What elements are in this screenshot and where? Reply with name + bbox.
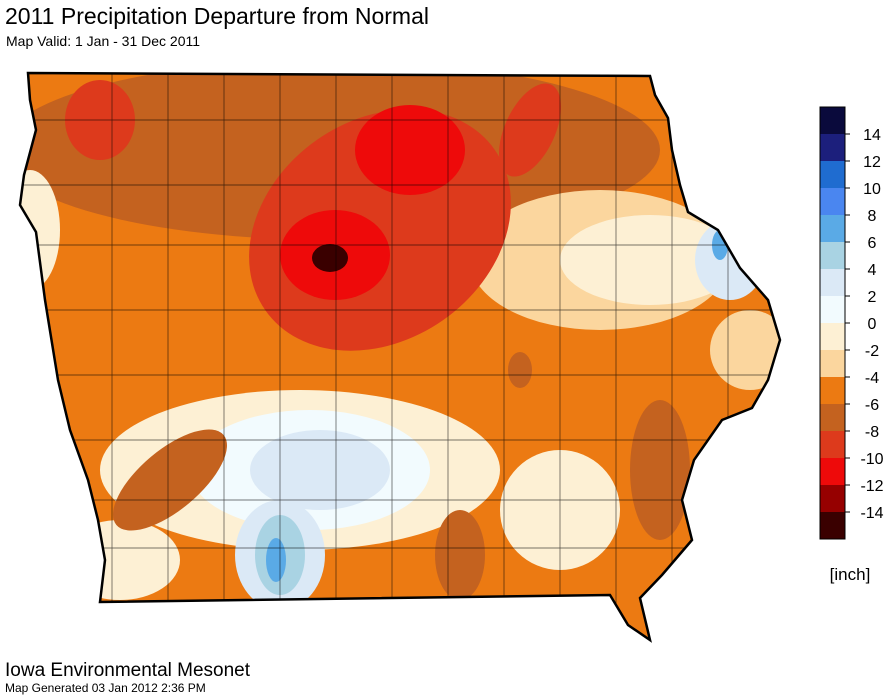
title: 2011 Precipitation Departure from Normal xyxy=(5,3,429,29)
legend-tick-label: -8 xyxy=(865,424,879,441)
state-outline xyxy=(18,71,782,643)
legend-swatch xyxy=(820,431,845,458)
legend-tick-label: -12 xyxy=(860,478,883,495)
legend-tick-label: -14 xyxy=(860,505,883,522)
legend-tick-label: 12 xyxy=(863,154,881,171)
legend-tick-label: 0 xyxy=(868,316,877,333)
legend-swatch xyxy=(820,404,845,431)
legend-swatch xyxy=(820,485,845,512)
legend-swatch xyxy=(820,107,845,134)
legend-swatch xyxy=(820,296,845,323)
footer-generated: Map Generated 03 Jan 2012 2:36 PM xyxy=(5,681,206,695)
legend-tick-label: 2 xyxy=(868,289,877,306)
legend-swatch xyxy=(820,458,845,485)
legend-swatch xyxy=(820,161,845,188)
legend-tick-label: 14 xyxy=(863,127,881,144)
color-legend: 14 12 10 8 6 4 2 0 -2 -4 -6 -8 -10 -12 -14 xyxy=(819,106,884,540)
legend-swatch xyxy=(820,134,845,161)
legend-tick-label: -10 xyxy=(860,451,883,468)
legend-swatch xyxy=(820,215,845,242)
footer-source: Iowa Environmental Mesonet xyxy=(5,660,251,681)
legend-swatch xyxy=(820,188,845,215)
legend-swatch xyxy=(820,323,845,350)
legend-swatch xyxy=(820,269,845,296)
legend-tick-label: 10 xyxy=(863,181,881,198)
legend-tick-label: 4 xyxy=(868,262,877,279)
subtitle: Map Valid: 1 Jan - 31 Dec 2011 xyxy=(6,33,200,49)
legend-tick-label: -4 xyxy=(865,370,879,387)
legend-swatch xyxy=(820,350,845,377)
legend-tick-label: 6 xyxy=(868,235,877,252)
legend-swatch xyxy=(820,377,845,404)
legend-tick-label: -2 xyxy=(865,343,879,360)
legend-tick-label: -6 xyxy=(865,397,879,414)
legend-unit: [inch] xyxy=(830,565,871,584)
legend-tick-label: 8 xyxy=(868,208,877,225)
legend-swatch xyxy=(820,242,845,269)
legend-swatch xyxy=(820,512,845,539)
contour-map xyxy=(20,73,780,640)
